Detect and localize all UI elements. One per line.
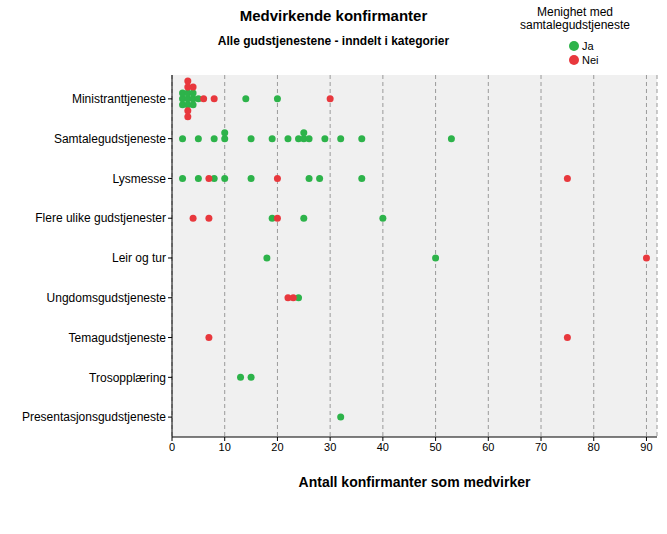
svg-text:Leir og tur: Leir og tur — [112, 251, 166, 265]
svg-text:Lysmesse: Lysmesse — [112, 172, 166, 186]
svg-text:Trosopplæring: Trosopplæring — [89, 371, 166, 385]
svg-text:Temagudstjeneste: Temagudstjeneste — [69, 331, 167, 345]
svg-text:Ungdomsgudstjeneste: Ungdomsgudstjeneste — [47, 291, 167, 305]
svg-text:90: 90 — [640, 441, 652, 453]
svg-text:Presentasjonsgudstjeneste: Presentasjonsgudstjeneste — [22, 410, 166, 424]
svg-text:Ministranttjeneste: Ministranttjeneste — [72, 92, 166, 106]
svg-text:20: 20 — [271, 441, 283, 453]
svg-text:30: 30 — [324, 441, 336, 453]
html-text:Antall konfirmanter som medvir: Antall konfirmanter som medvirker — [298, 474, 531, 490]
svg-text:40: 40 — [377, 441, 389, 453]
html-text:Ja: Ja — [582, 40, 594, 52]
svg-text:Samtalegudstjeneste: Samtalegudstjeneste — [54, 132, 166, 146]
svg-text:80: 80 — [588, 441, 600, 453]
svg-text:50: 50 — [429, 441, 441, 453]
svg-text:Flere ulike gudstjenester: Flere ulike gudstjenester — [35, 211, 166, 225]
svg-text:70: 70 — [535, 441, 547, 453]
svg-text:60: 60 — [482, 441, 494, 453]
html-text:Alle gudstjenestene - inndelt: Alle gudstjenestene - inndelt i kategori… — [217, 34, 450, 48]
html-text:Menighet med samtalegudstjenes: Menighet med samtalegudstjeneste — [520, 5, 630, 32]
svg-text:10: 10 — [219, 441, 231, 453]
html-text:Nei: Nei — [582, 54, 599, 66]
html-text:Medvirkende konfirmanter: Medvirkende konfirmanter — [239, 7, 428, 24]
svg-text:0: 0 — [169, 441, 175, 453]
